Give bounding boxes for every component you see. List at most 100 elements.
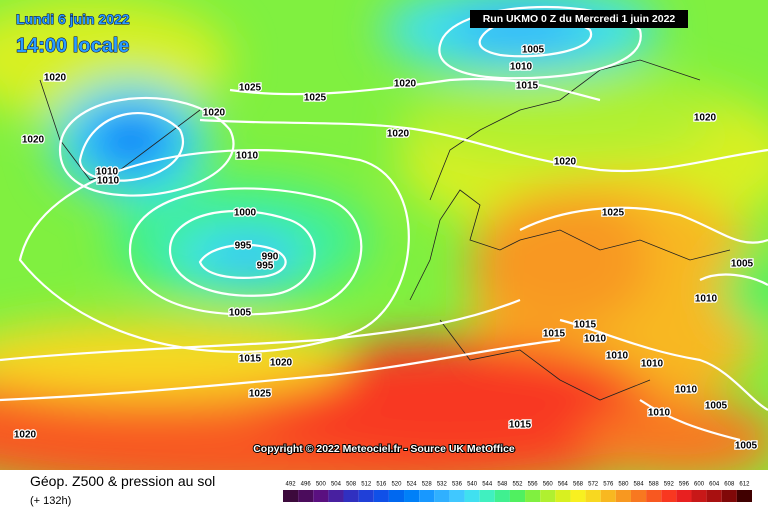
legend-tick-label: 560	[543, 482, 554, 488]
legend-swatch	[494, 490, 510, 502]
isobar-label: 1005	[229, 308, 252, 319]
legend-swatch	[298, 490, 314, 502]
isobar-label: 1020	[203, 108, 226, 119]
isobar-label: 1005	[735, 441, 758, 452]
isobar-label: 1025	[602, 208, 625, 219]
isobar-label: 1025	[304, 93, 327, 104]
legend-tick-label: 524	[407, 482, 418, 488]
legend-tick-label: 516	[376, 482, 387, 488]
legend-tick-label: 548	[497, 482, 508, 488]
isobar-label: 1010	[648, 408, 671, 419]
isobar-label: 1020	[554, 157, 577, 168]
isobar-label: 995	[257, 261, 274, 272]
legend-tick-label: 604	[709, 482, 720, 488]
isobar-label: 1025	[239, 83, 262, 94]
legend-tick-label: 500	[316, 482, 327, 488]
legend-swatch	[630, 490, 647, 502]
legend-tick-label: 612	[739, 482, 750, 488]
legend-swatch	[540, 490, 556, 502]
legend-swatch	[479, 490, 495, 502]
legend-swatch	[570, 490, 586, 502]
date: Lundi 6 juin 2022	[16, 11, 130, 27]
legend-swatch	[434, 490, 450, 502]
legend-swatch	[706, 490, 722, 502]
copyright: Copyright © 2022 Meteociel.fr - Source U…	[253, 443, 515, 455]
legend-tick-label: 600	[694, 482, 705, 488]
legend-swatch	[525, 490, 541, 502]
legend-tick-label: 508	[346, 482, 357, 488]
isobar-label: 1020	[14, 430, 37, 441]
isobar-label: 1020	[22, 135, 45, 146]
legend-swatch	[343, 490, 359, 502]
legend-swatch	[358, 490, 374, 502]
isobar-label: 1010	[510, 62, 533, 73]
isobar-label: 1015	[516, 81, 539, 92]
isobar-label: 1010	[695, 294, 718, 305]
isobar-label: 1010	[641, 359, 664, 370]
legend-swatch	[464, 490, 480, 502]
legend-swatch	[600, 490, 616, 502]
legend-swatch	[615, 490, 631, 502]
legend-tick-label: 504	[331, 482, 342, 488]
legend-swatch	[388, 490, 405, 502]
legend-tick-label: 496	[301, 482, 312, 488]
isobar-label: 1015	[509, 420, 532, 431]
legend-tick-label: 568	[573, 482, 584, 488]
legend-swatch	[313, 490, 329, 502]
isobar-label: 1005	[522, 45, 545, 56]
legend-tick-label: 512	[361, 482, 372, 488]
isobar-label: 1010	[96, 167, 119, 178]
isobar-label: 1010	[675, 385, 698, 396]
isobar-label: 1010	[584, 334, 607, 345]
legend-swatch	[736, 490, 752, 502]
isobar-label: 1015	[239, 354, 262, 365]
legend-swatch	[328, 490, 344, 502]
legend-tick-label: 556	[528, 482, 539, 488]
legend-tick-label: 552	[512, 482, 523, 488]
lead-time: (+ 132h)	[30, 495, 71, 507]
legend-tick-label: 592	[664, 482, 675, 488]
isobar-label: 1020	[387, 129, 410, 140]
legend-tick-label: 588	[649, 482, 660, 488]
legend-tick-label: 528	[422, 482, 433, 488]
isobar-label: 1020	[270, 358, 293, 369]
legend-tick-label: 584	[634, 482, 645, 488]
isobar-label: 1000	[234, 208, 257, 219]
legend-swatch	[721, 490, 737, 502]
isobar-label: 1015	[574, 320, 597, 331]
legend-tick-label: 536	[452, 482, 463, 488]
legend-tick-label: 596	[679, 482, 690, 488]
isobar-label: 995	[235, 241, 252, 252]
isobar-label: 1010	[97, 176, 120, 187]
isobar-label: 1020	[394, 79, 417, 90]
legend-tick-label: 576	[603, 482, 614, 488]
legend-tick-label: 572	[588, 482, 599, 488]
legend-tick-label: 564	[558, 482, 569, 488]
run-box	[470, 10, 688, 28]
legend-tick-label: 520	[391, 482, 402, 488]
run-info: Run UKMO 0 Z du Mercredi 1 juin 2022	[483, 13, 676, 25]
legend-swatch	[676, 490, 692, 502]
isobar-label: 1020	[44, 73, 67, 84]
isobar-label: 1025	[249, 389, 272, 400]
legend-tick-label: 580	[618, 482, 629, 488]
legend-swatch	[585, 490, 601, 502]
isobar-label: 1005	[731, 259, 754, 270]
isobar-label: 1015	[543, 329, 566, 340]
legend-swatch	[404, 490, 420, 502]
legend-tick-label: 544	[482, 482, 493, 488]
isobar-label: 990	[262, 252, 279, 263]
isobar-label: 1005	[705, 401, 728, 412]
footer-title: Géop. Z500 & pression au sol	[30, 473, 215, 489]
legend-tick-label: 608	[724, 482, 735, 488]
legend-swatch	[373, 490, 389, 502]
legend-swatch	[646, 490, 662, 502]
legend-swatch	[691, 490, 707, 502]
legend-tick-label: 540	[467, 482, 478, 488]
legend-swatch	[449, 490, 465, 502]
map-field	[0, 0, 768, 470]
legend-swatch	[283, 490, 299, 502]
legend-swatch	[419, 490, 435, 502]
legend-swatch	[555, 490, 571, 502]
